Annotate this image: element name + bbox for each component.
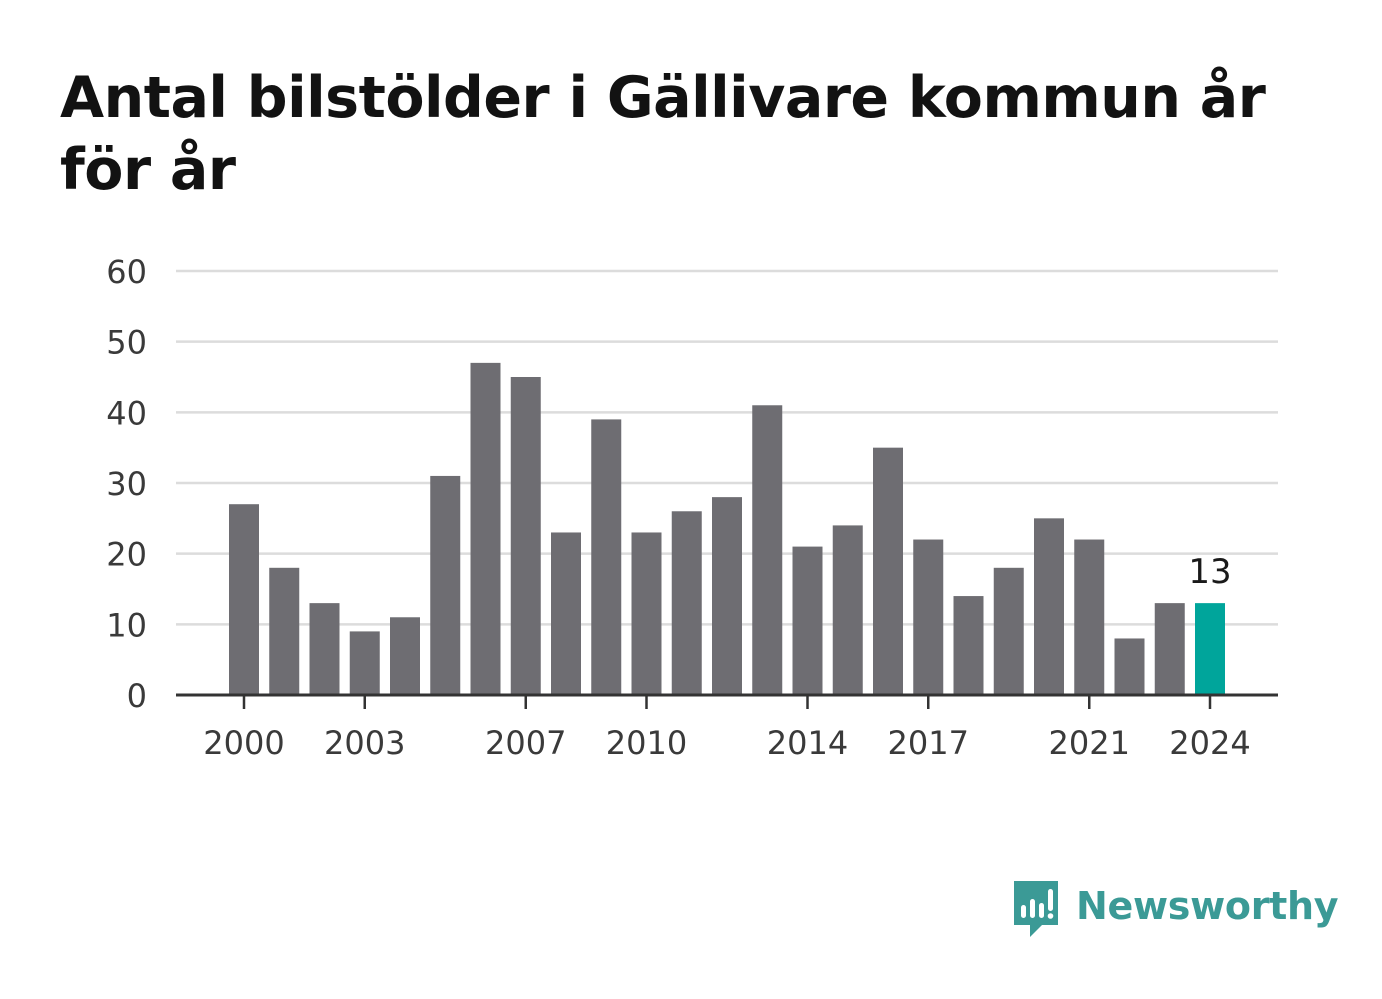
y-tick-label: 30 [106, 465, 147, 503]
y-tick-label: 40 [106, 394, 147, 432]
bar-2016 [873, 447, 903, 695]
bar-2023 [1154, 603, 1185, 695]
bar-2024 [1195, 603, 1225, 695]
y-tick-label: 60 [106, 253, 147, 291]
y-tick-label: 50 [106, 324, 147, 362]
bar-2006 [470, 362, 501, 695]
bar-2002 [309, 603, 340, 695]
chart-title: Antal bilstölder i Gällivare kommun år f… [60, 65, 1266, 203]
bar-2007 [510, 377, 541, 695]
bar-2011 [671, 511, 702, 695]
data-label: 13 [1188, 552, 1231, 592]
bar-2009 [591, 419, 622, 695]
x-tick-label: 2010 [606, 724, 687, 762]
bar-2000 [229, 504, 259, 695]
x-tick-label: 2024 [1169, 724, 1250, 762]
x-tick-label: 2014 [767, 724, 848, 762]
x-tick-label: 2017 [888, 724, 969, 762]
bar-2005 [430, 475, 461, 695]
bar-2018 [953, 596, 984, 695]
bar-2003 [349, 631, 380, 695]
bar-2020 [1034, 518, 1064, 695]
bar-2001 [269, 567, 300, 695]
y-tick-label: 0 [127, 677, 147, 715]
bar-2022 [1114, 638, 1145, 695]
bar-2017 [913, 539, 944, 695]
x-tick-label: 2003 [324, 724, 405, 762]
bar-2013 [752, 405, 783, 695]
bar-2008 [551, 532, 581, 695]
newsworthy-logo[interactable]: Newsworthy [1010, 876, 1339, 942]
y-tick-label: 20 [106, 536, 147, 574]
bar-2015 [832, 525, 863, 695]
bar-2019 [993, 567, 1024, 695]
y-tick-label: 10 [106, 606, 147, 644]
bar-2004 [390, 617, 420, 695]
x-tick-label: 2021 [1049, 724, 1130, 762]
bar-2014 [792, 546, 823, 695]
x-tick-label: 2007 [485, 724, 566, 762]
newsworthy-logo-icon [1014, 881, 1058, 937]
bar-2010 [631, 532, 662, 695]
bar-2021 [1074, 539, 1105, 695]
x-tick-label: 2000 [203, 724, 284, 762]
bar-2012 [712, 497, 742, 695]
brand-name: Newsworthy [1076, 884, 1339, 928]
